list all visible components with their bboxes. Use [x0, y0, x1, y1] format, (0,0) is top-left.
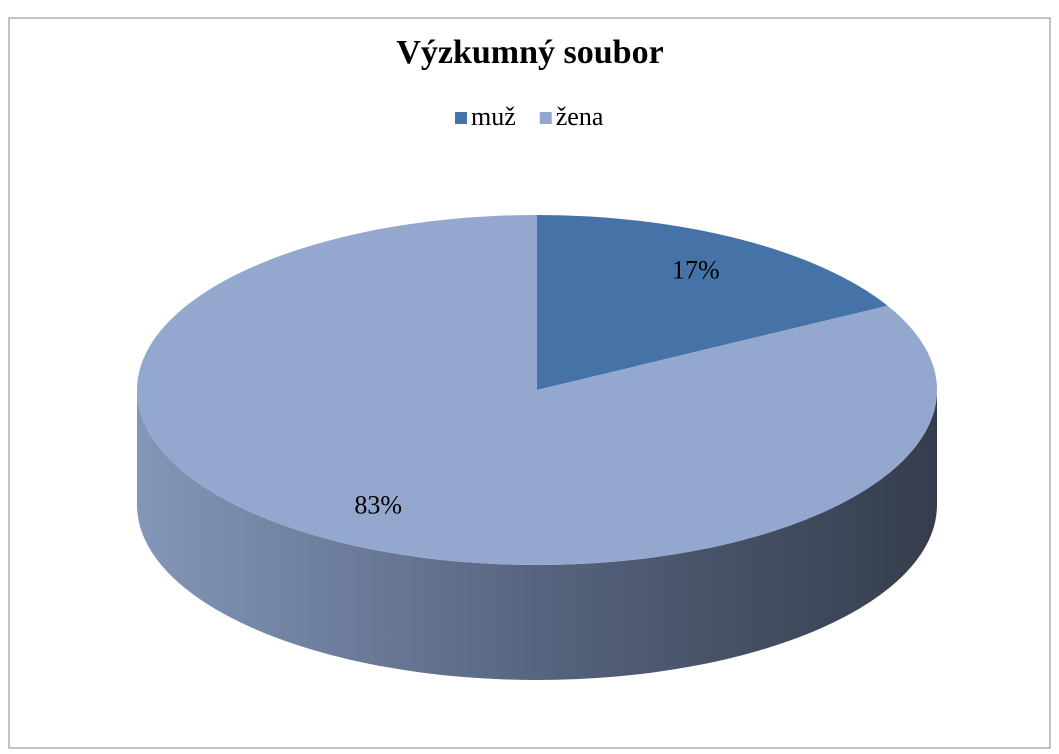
- chart-title: Výzkumný soubor: [396, 34, 663, 71]
- legend-swatch: [455, 112, 467, 124]
- legend-swatch: [539, 112, 552, 124]
- legend-label: muž: [471, 102, 516, 131]
- pie-slice: [537, 215, 888, 390]
- data-label: 83%: [354, 490, 402, 519]
- pie-slice: [136, 215, 937, 565]
- legend-label: žena: [556, 102, 604, 131]
- pie-side: [137, 390, 937, 680]
- data-label: 17%: [672, 255, 720, 284]
